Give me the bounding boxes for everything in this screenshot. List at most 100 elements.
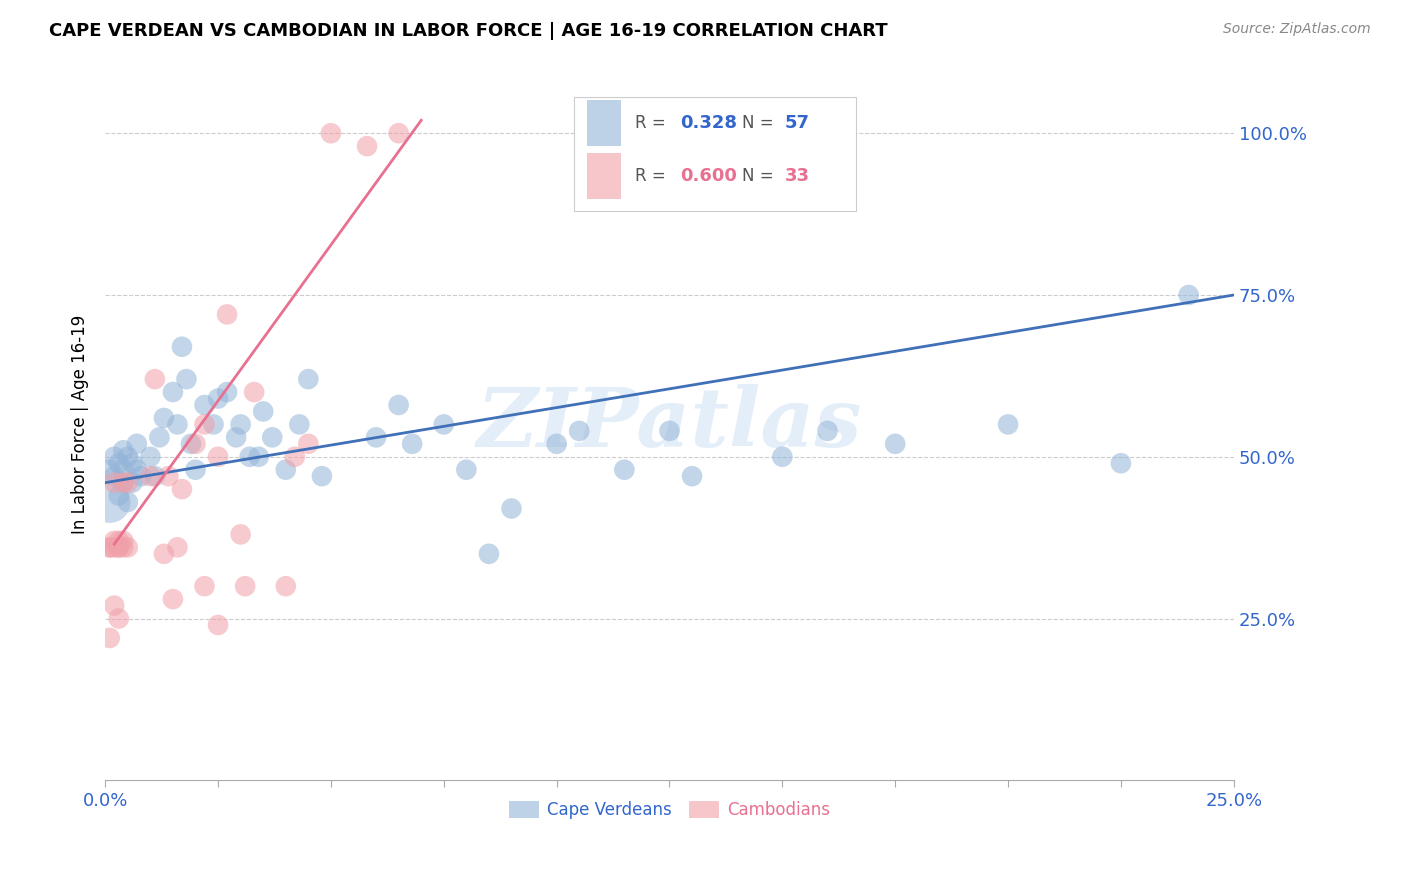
Point [107, 489, 129, 503]
Point [98, 541, 121, 555]
Point [233, 579, 256, 593]
Point [117, 541, 139, 555]
Point [274, 579, 297, 593]
Point [193, 398, 215, 412]
Point [107, 541, 129, 555]
Point [107, 456, 129, 470]
Point [388, 398, 411, 412]
Text: CAPE VERDEAN VS CAMBODIAN IN LABOR FORCE | AGE 16-19 CORRELATION CHART: CAPE VERDEAN VS CAMBODIAN IN LABOR FORCE… [49, 22, 887, 40]
Point [1109, 456, 1132, 470]
Point [229, 527, 252, 541]
Point [997, 417, 1019, 432]
Point [103, 599, 125, 613]
Point [311, 469, 333, 483]
Point [288, 417, 311, 432]
Point [153, 411, 176, 425]
Point [103, 450, 125, 464]
Point [770, 450, 793, 464]
Point [143, 469, 166, 483]
Text: 0.600: 0.600 [679, 168, 737, 186]
FancyBboxPatch shape [574, 97, 856, 211]
Legend: Cape Verdeans, Cambodians: Cape Verdeans, Cambodians [502, 794, 837, 825]
Point [117, 475, 139, 490]
Text: 0.328: 0.328 [679, 114, 737, 132]
Point [274, 463, 297, 477]
Point [170, 482, 193, 496]
Point [247, 450, 270, 464]
Point [546, 437, 568, 451]
Point [98, 541, 121, 555]
Text: N =: N = [742, 114, 779, 132]
Point [176, 372, 198, 386]
Point [658, 424, 681, 438]
Point [170, 340, 193, 354]
Point [681, 469, 703, 483]
Point [478, 547, 501, 561]
Point [107, 541, 129, 555]
Point [388, 126, 411, 140]
Point [139, 469, 162, 483]
Point [1177, 288, 1199, 302]
Point [356, 139, 378, 153]
Point [193, 579, 215, 593]
Point [103, 475, 125, 490]
Text: N =: N = [742, 168, 779, 186]
Point [184, 437, 207, 451]
Point [184, 463, 207, 477]
Text: R =: R = [634, 114, 671, 132]
Point [143, 372, 166, 386]
Point [568, 424, 591, 438]
Point [117, 450, 139, 464]
Text: 33: 33 [785, 168, 810, 186]
Point [166, 417, 188, 432]
Point [107, 611, 129, 625]
Point [239, 450, 262, 464]
Point [401, 437, 423, 451]
Point [112, 541, 135, 555]
Point [217, 307, 239, 321]
Point [243, 385, 266, 400]
Point [217, 385, 239, 400]
Point [180, 437, 202, 451]
FancyBboxPatch shape [588, 153, 621, 200]
Point [501, 501, 523, 516]
Point [297, 372, 319, 386]
Point [166, 541, 188, 555]
Point [125, 463, 148, 477]
Point [456, 463, 478, 477]
Point [103, 533, 125, 548]
Point [139, 450, 162, 464]
Point [112, 463, 135, 477]
Point [112, 475, 135, 490]
Text: ZIPatlas: ZIPatlas [477, 384, 862, 465]
Text: Source: ZipAtlas.com: Source: ZipAtlas.com [1223, 22, 1371, 37]
Point [319, 126, 342, 140]
Text: R =: R = [634, 168, 671, 186]
Point [153, 547, 176, 561]
Text: 57: 57 [785, 114, 810, 132]
Point [613, 463, 636, 477]
Point [103, 541, 125, 555]
Point [162, 592, 184, 607]
Point [202, 417, 225, 432]
Point [884, 437, 907, 451]
Point [112, 443, 135, 458]
Point [117, 495, 139, 509]
Point [207, 450, 229, 464]
Point [103, 469, 125, 483]
Point [107, 533, 129, 548]
Point [148, 430, 170, 444]
Point [131, 469, 153, 483]
Point [284, 450, 307, 464]
Point [193, 417, 215, 432]
Point [364, 430, 387, 444]
Point [297, 437, 319, 451]
Point [157, 469, 180, 483]
Point [98, 463, 121, 477]
Point [262, 430, 284, 444]
Point [121, 475, 143, 490]
Point [817, 424, 839, 438]
Point [162, 385, 184, 400]
Point [225, 430, 247, 444]
Point [121, 456, 143, 470]
